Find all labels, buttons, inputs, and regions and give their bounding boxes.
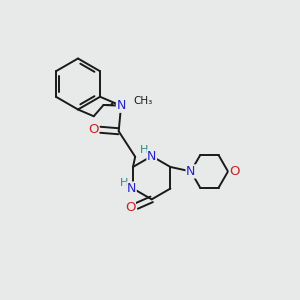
Text: N: N [147,150,156,163]
Text: N: N [116,99,126,112]
Text: N: N [186,165,196,178]
Text: H: H [140,145,148,154]
Text: O: O [229,165,240,178]
Text: O: O [88,123,99,136]
Text: H: H [120,178,128,188]
Text: O: O [125,201,135,214]
Text: N: N [127,182,136,195]
Text: CH₃: CH₃ [134,96,153,106]
